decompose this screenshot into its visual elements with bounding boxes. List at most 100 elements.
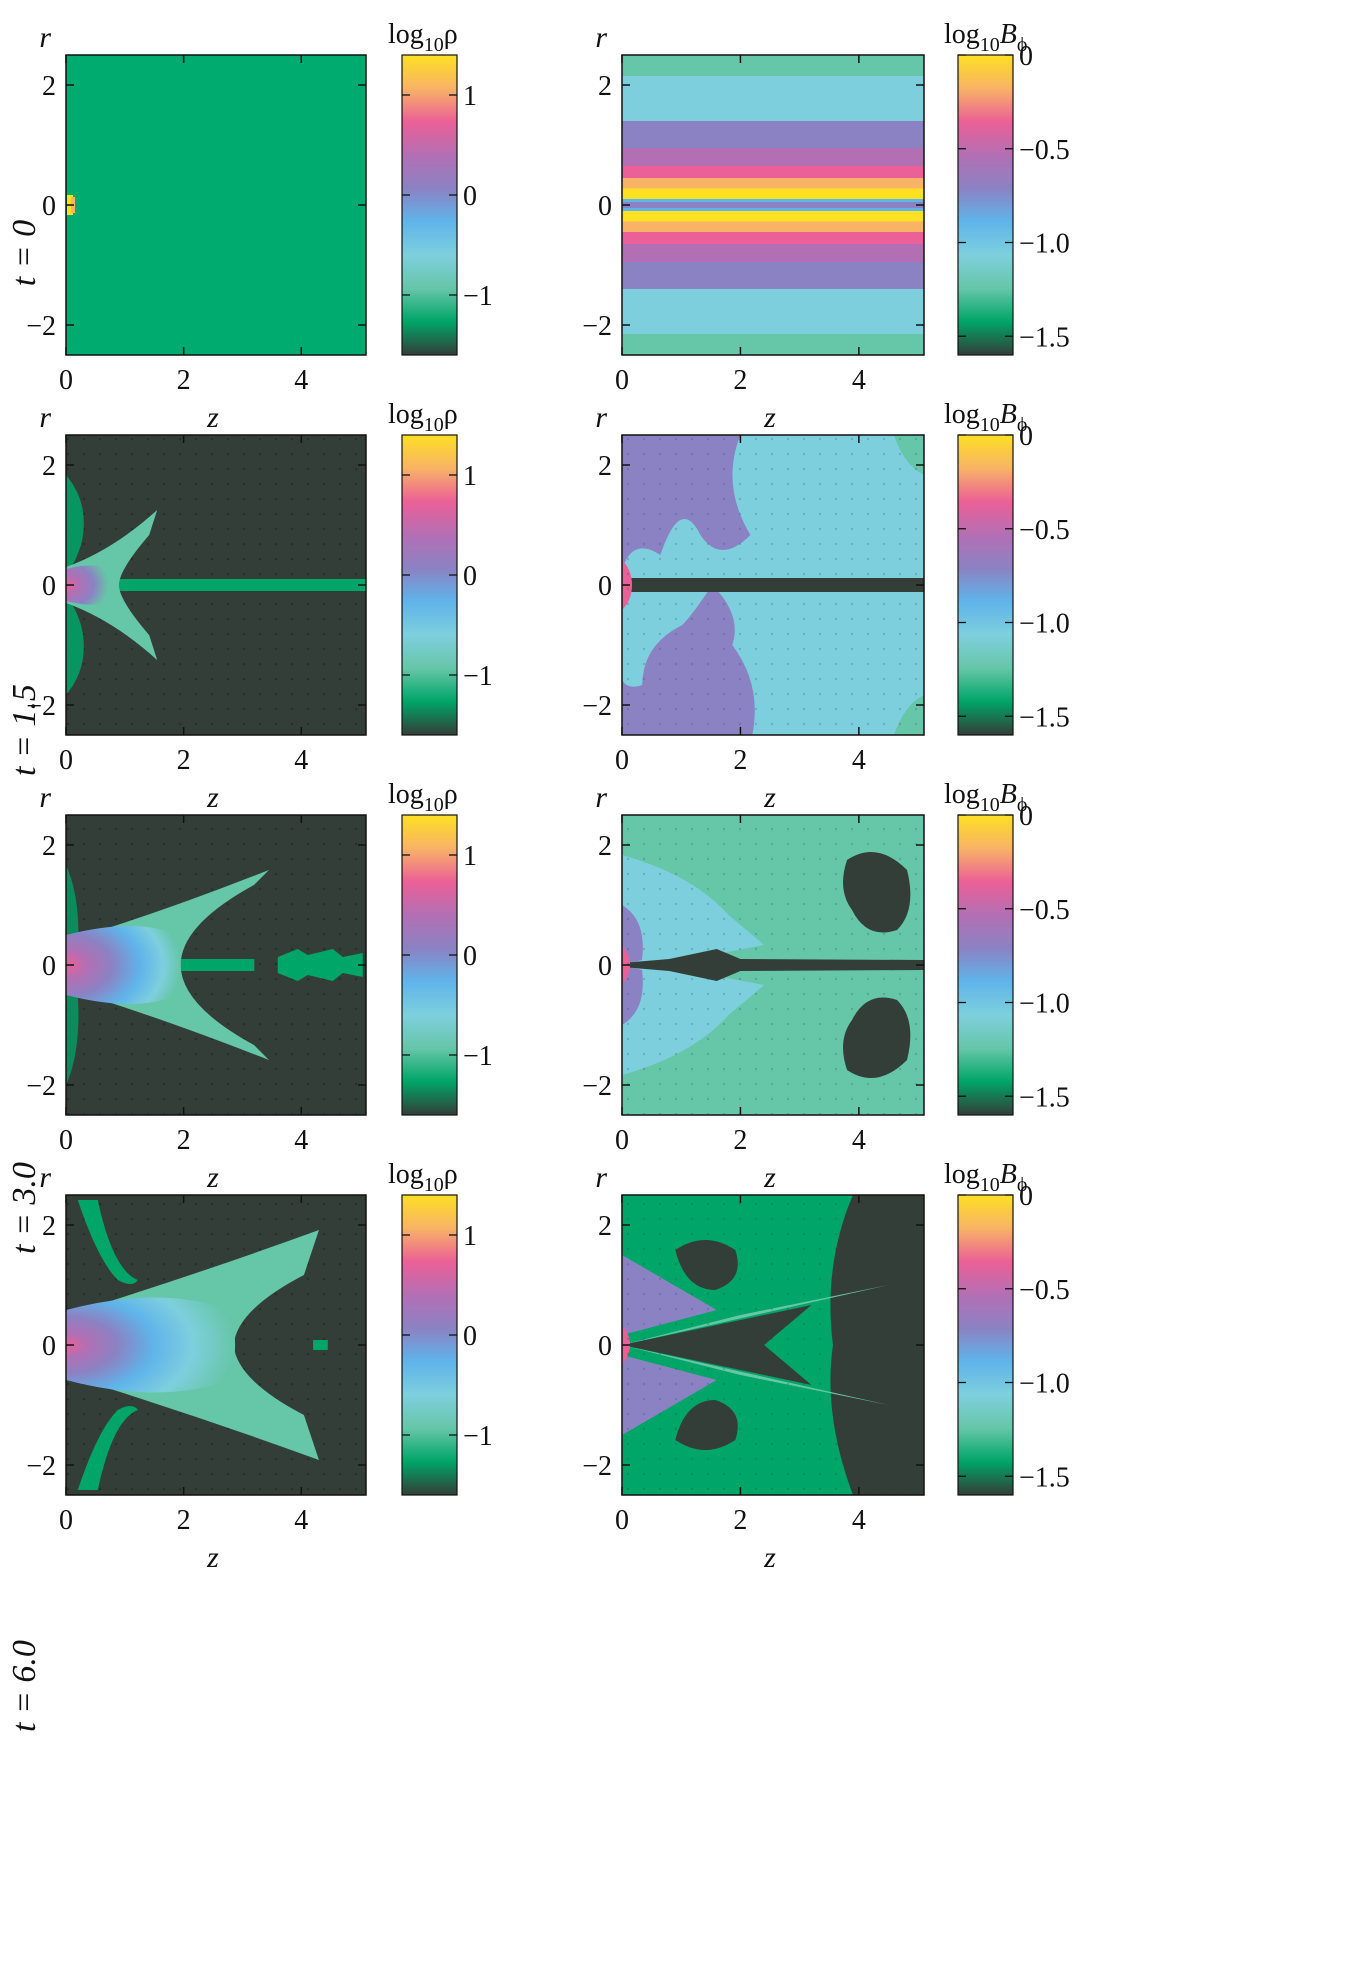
colorbar (401, 54, 458, 356)
field-band (622, 202, 924, 208)
velocity-dots (622, 1195, 924, 1495)
x-axis-label: z (206, 781, 219, 814)
colorbar-tick-label: −1 (463, 661, 493, 692)
colorbar (401, 814, 458, 1116)
y-tick-label: 2 (42, 1211, 56, 1242)
colorbar-title: log10Bϕ (944, 779, 1027, 816)
field-band (622, 148, 924, 166)
colorbar-tick-label: 1 (463, 81, 477, 112)
colorbar-title: log10ρ (388, 19, 458, 56)
row-label-t1.5: t = 1.5 (6, 684, 43, 776)
field-band (622, 244, 924, 262)
y-tick-label: 0 (598, 951, 612, 982)
x-tick-label: 4 (852, 365, 866, 396)
x-axis-label: z (763, 781, 776, 814)
y-tick-label: 2 (42, 451, 56, 482)
y-tick-label: 2 (598, 71, 612, 102)
colorbar-tick-label: 1 (463, 461, 477, 492)
jet-cocoon (66, 926, 181, 1004)
x-axis-label: z (763, 401, 776, 434)
field-band (622, 188, 924, 199)
colorbar-tick-label: 0 (1019, 1181, 1033, 1212)
colorbar-tick-label: 1 (463, 1221, 477, 1252)
y-tick-label: −2 (582, 311, 612, 342)
y-tick-label: 0 (42, 951, 56, 982)
colorbar-tick-label: −1 (463, 1421, 493, 1452)
y-tick-label: 0 (42, 191, 56, 222)
y-axis-label: r (39, 401, 51, 434)
colorbar (957, 814, 1014, 1116)
colorbar-tick-label: −1.5 (1019, 1082, 1070, 1113)
colorbar-tick-label: 0 (463, 181, 477, 212)
colorbar-tick-label: −1 (463, 281, 493, 312)
x-axis-label: z (206, 1161, 219, 1194)
wisp-lower (77, 1406, 138, 1490)
x-tick-label: 0 (615, 365, 629, 396)
x-tick-label: 0 (59, 1125, 73, 1156)
plot-area (66, 815, 366, 1115)
x-tick-label: 2 (177, 745, 191, 776)
y-tick-label: −2 (26, 1451, 56, 1482)
y-tick-label: −2 (26, 311, 56, 342)
colorbar (957, 434, 1014, 736)
colorbar-tick-label: −0.5 (1019, 515, 1070, 546)
plot-area (66, 1195, 366, 1495)
x-tick-label: 4 (852, 1125, 866, 1156)
field-band (622, 289, 924, 334)
x-tick-label: 0 (59, 745, 73, 776)
x-tick-label: 0 (615, 1125, 629, 1156)
velocity-dots (622, 435, 924, 735)
colorbar-tick-label: −1.5 (1019, 702, 1070, 733)
field-band (622, 221, 924, 232)
colorbar-tick-label: −0.5 (1019, 895, 1070, 926)
x-tick-label: 4 (852, 1505, 866, 1536)
colorbar-tick-label: −1.0 (1019, 609, 1070, 640)
field-band (622, 55, 924, 76)
field-band (622, 76, 924, 121)
y-tick-label: 0 (598, 571, 612, 602)
x-tick-label: 0 (615, 1505, 629, 1536)
field-band (622, 211, 924, 222)
field-band (622, 178, 924, 189)
wisp-upper (66, 475, 84, 568)
x-axis-label: z (206, 401, 219, 434)
x-axis-label: z (763, 1541, 776, 1574)
y-tick-label: 2 (598, 451, 612, 482)
y-tick-label: −2 (26, 1071, 56, 1102)
field-band (622, 208, 924, 211)
colorbar-tick-label: 0 (1019, 41, 1033, 72)
x-tick-label: 4 (294, 1505, 308, 1536)
wisp-lower (66, 602, 84, 695)
axial-jet (177, 959, 255, 971)
colorbar-title: log10Bϕ (944, 1159, 1027, 1196)
plot-area (622, 1195, 924, 1495)
y-tick-label: 2 (598, 831, 612, 862)
x-tick-label: 2 (733, 745, 747, 776)
colorbar-tick-label: −1.0 (1019, 989, 1070, 1020)
y-axis-label: r (39, 1161, 51, 1194)
field-band (622, 232, 924, 244)
density-field (66, 55, 366, 355)
y-tick-label: 0 (42, 571, 56, 602)
plot-area (622, 435, 924, 735)
jet-cocoon (66, 565, 116, 605)
field-band (622, 334, 924, 355)
y-tick-label: −2 (582, 1071, 612, 1102)
field-band (622, 121, 924, 148)
colorbar-title: log10ρ (388, 779, 458, 816)
y-tick-label: 2 (42, 831, 56, 862)
plot-area (66, 435, 366, 735)
colorbar-tick-label: −0.5 (1019, 1275, 1070, 1306)
x-tick-label: 2 (733, 1125, 747, 1156)
x-axis-label: z (763, 1161, 776, 1194)
y-tick-label: 0 (598, 191, 612, 222)
y-axis-label: r (39, 781, 51, 814)
row-label-t3.0: t = 3.0 (6, 1162, 43, 1254)
